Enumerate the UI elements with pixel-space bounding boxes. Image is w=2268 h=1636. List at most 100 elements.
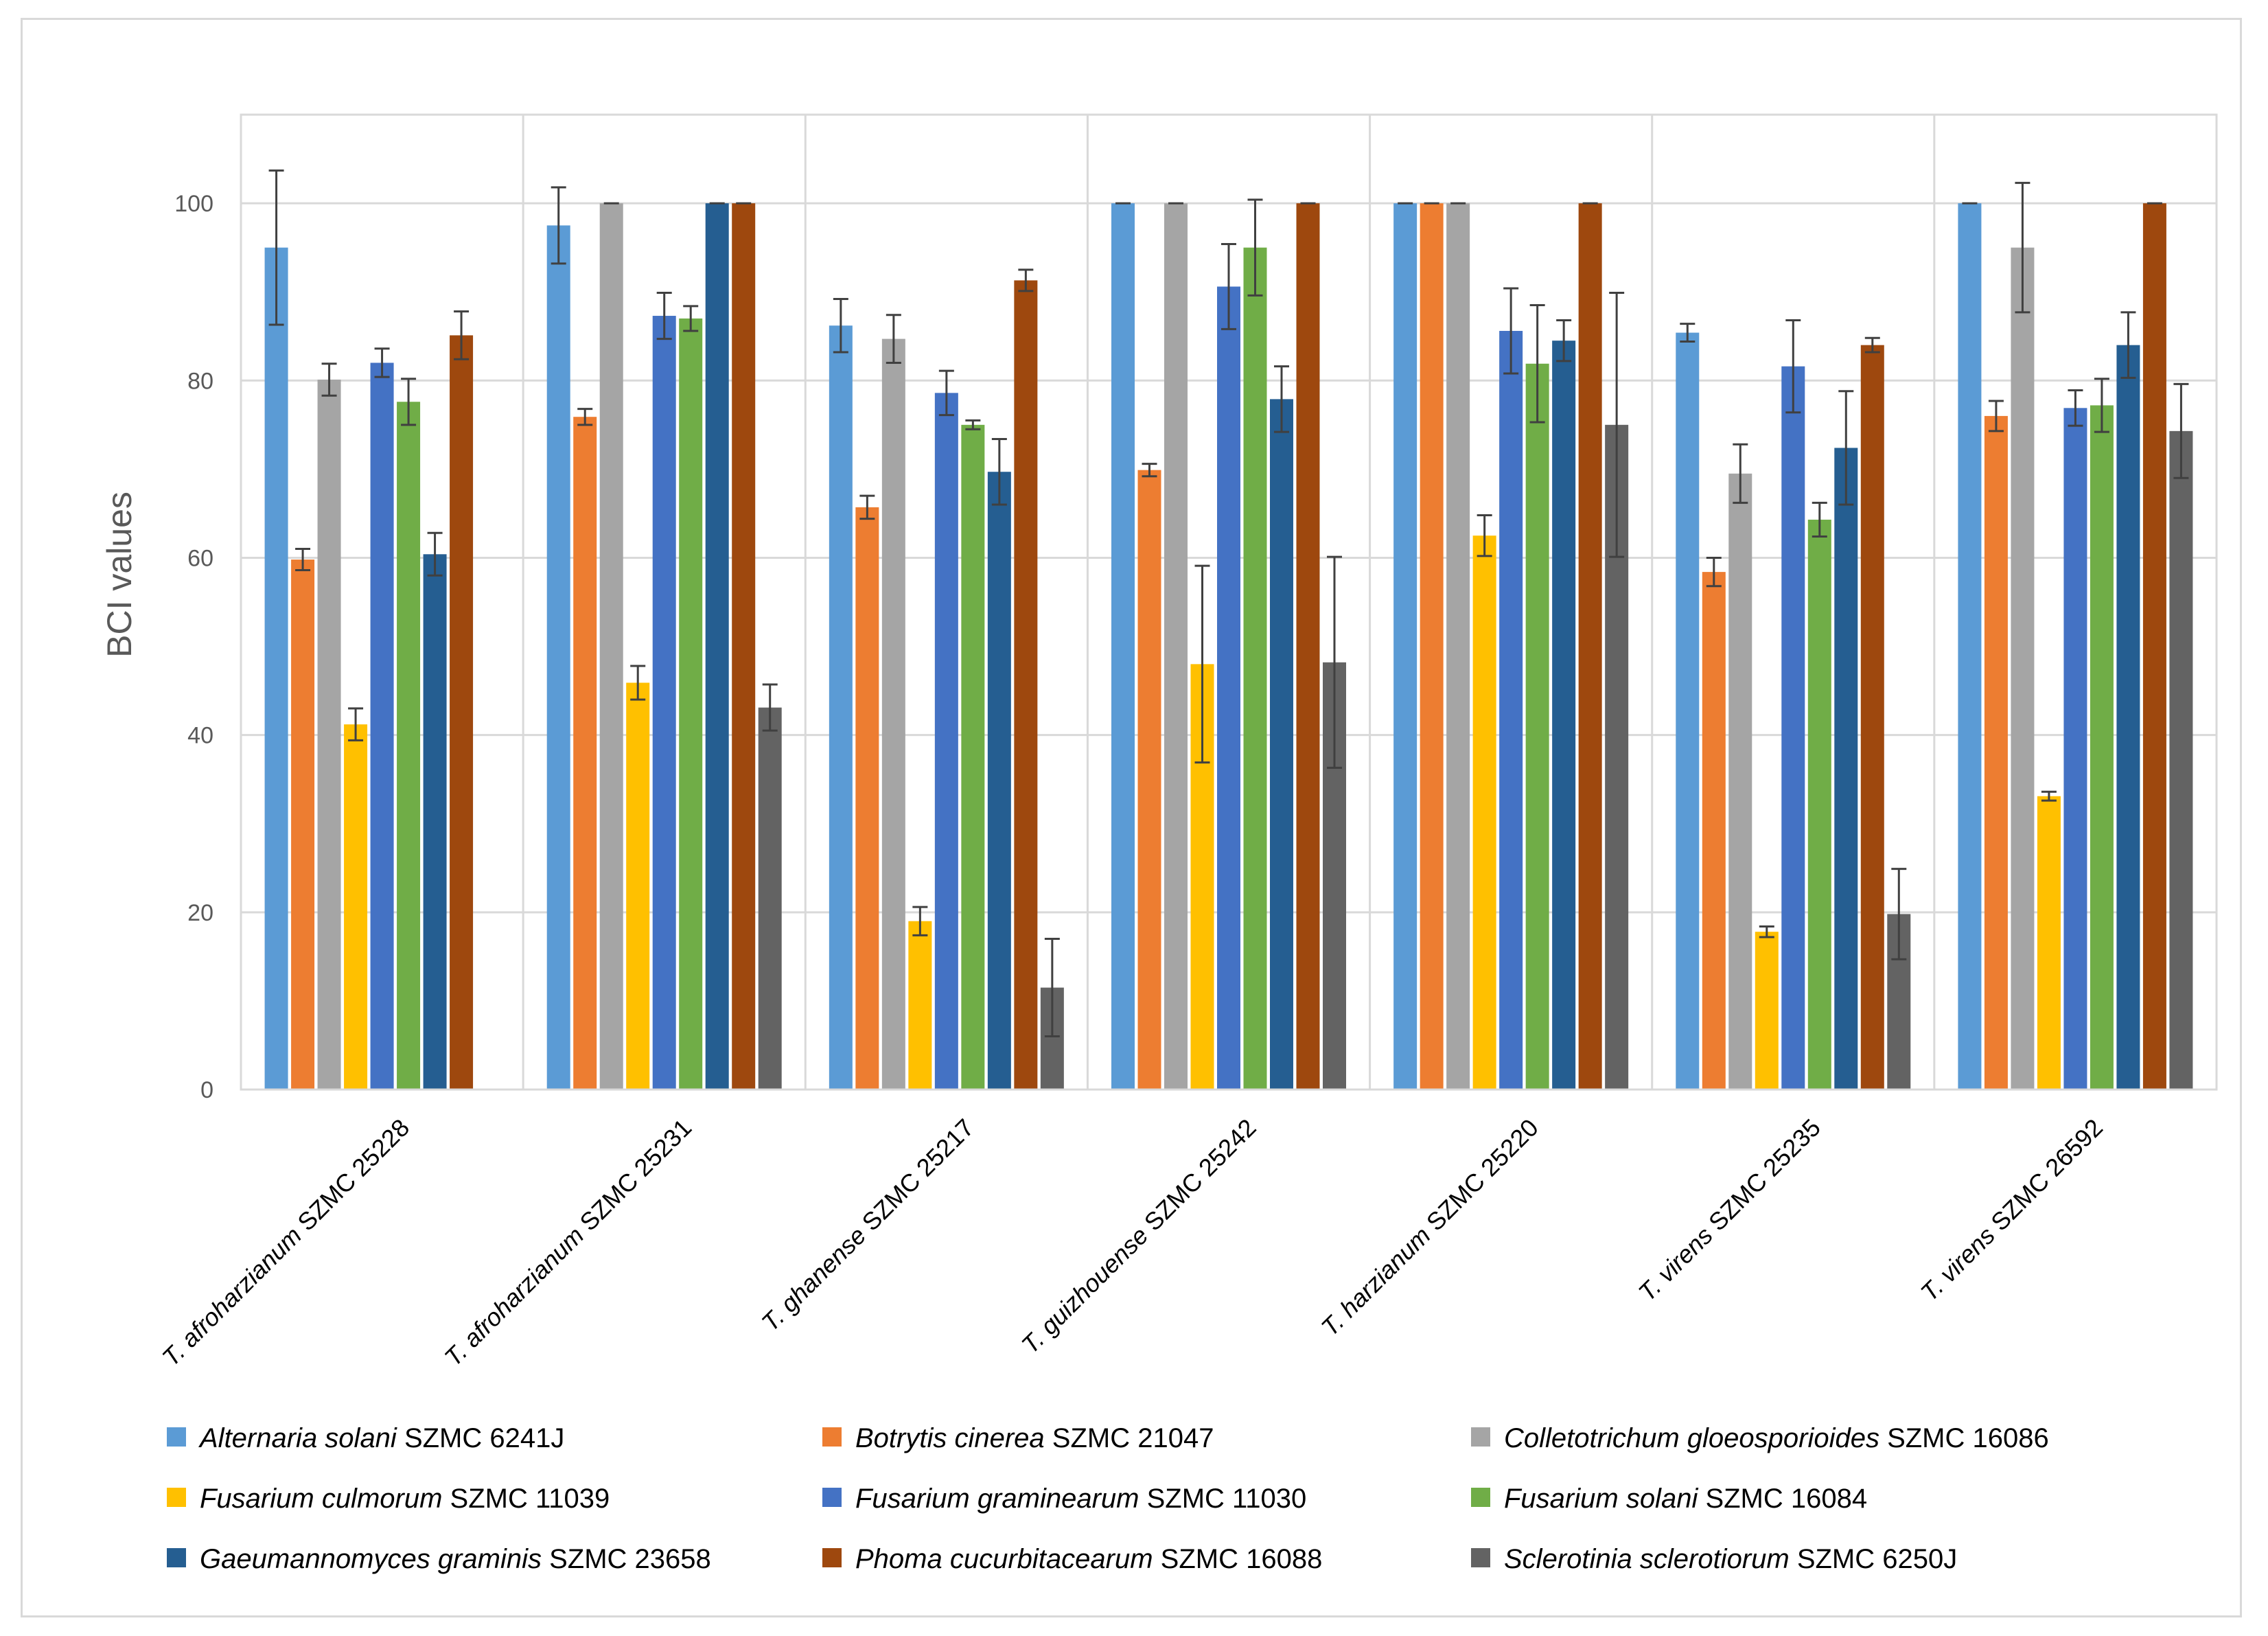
legend-swatch: [167, 1488, 186, 1507]
legend-swatch: [822, 1427, 842, 1447]
error-bar: [1609, 291, 1625, 558]
bar: [732, 203, 756, 1090]
error-bar: [1221, 242, 1236, 330]
error-bar: [1759, 925, 1774, 938]
bar: [1676, 332, 1700, 1090]
bar: [679, 318, 703, 1090]
bar: [291, 560, 315, 1090]
bar: [2063, 408, 2087, 1090]
legend-label: Botrytis cinerea SZMC 21047: [855, 1423, 1214, 1453]
error-bar: [1142, 463, 1157, 478]
bar: [1807, 519, 1831, 1090]
bar: [1420, 203, 1444, 1090]
bar: [1472, 535, 1496, 1090]
legend-label: Gaeumannomyces graminis SZMC 23658: [200, 1544, 711, 1574]
legend-entry: Colletotrichum gloeosporioides SZMC 1608…: [1471, 1423, 2049, 1453]
bar: [1270, 399, 1293, 1090]
error-bar: [1733, 443, 1748, 504]
y-axis: 0 20 40 60 80 100 BCI values: [100, 191, 213, 1103]
x-tick-label: T. guizhouense SZMC 25242: [1016, 1114, 1262, 1359]
error-bar: [551, 186, 566, 265]
error-bar: [401, 378, 417, 426]
bar: [652, 316, 676, 1090]
legend-label: Phoma cucurbitacearum SZMC 16088: [855, 1544, 1322, 1574]
bar: [450, 335, 474, 1090]
legend-label: Fusarium solani SZMC 16084: [1504, 1484, 1867, 1514]
bar: [397, 402, 421, 1090]
error-bar: [938, 369, 954, 417]
bar: [855, 507, 879, 1090]
legend-entry: Fusarium culmorum SZMC 11039: [167, 1484, 610, 1514]
error-bar: [2094, 378, 2109, 433]
error-bar: [268, 169, 284, 326]
bar: [2090, 405, 2114, 1090]
legend-swatch: [1471, 1548, 1490, 1567]
bar: [1137, 470, 1161, 1090]
bar: [934, 393, 958, 1090]
legend-swatch: [167, 1548, 186, 1567]
error-bar: [2173, 382, 2189, 479]
legend-label: Alternaria solani SZMC 6241J: [198, 1423, 564, 1453]
bar: [1111, 203, 1135, 1090]
error-bar: [991, 437, 1007, 506]
bar: [1860, 345, 1884, 1090]
bar: [2116, 345, 2140, 1090]
error-bar: [683, 305, 699, 332]
legend-label: Colletotrichum gloeosporioides SZMC 1608…: [1504, 1423, 2049, 1453]
error-bar: [1891, 868, 1907, 960]
bar: [344, 724, 368, 1090]
bar: [1525, 363, 1549, 1090]
error-bar: [1018, 268, 1034, 292]
error-bar: [1838, 390, 1854, 506]
error-bar: [1327, 555, 1342, 769]
y-axis-title: BCI values: [100, 492, 139, 658]
bar: [1578, 203, 1602, 1090]
y-tick-label: 40: [187, 723, 213, 749]
bar: [1755, 932, 1779, 1090]
error-bar: [348, 707, 364, 741]
legend-label: Fusarium graminearum SZMC 11030: [855, 1484, 1306, 1514]
bar: [1243, 247, 1267, 1090]
error-bar: [656, 291, 672, 341]
bar: [317, 379, 341, 1090]
bar: [573, 417, 597, 1090]
bar: [1393, 203, 1418, 1090]
error-bar: [2120, 311, 2136, 379]
error-bar: [1503, 287, 1519, 375]
bar: [1499, 330, 1523, 1090]
legend-label: Sclerotinia sclerotiorum SZMC 6250J: [1504, 1544, 1957, 1574]
bars-layer: [264, 203, 2193, 1090]
y-tick-label: 80: [187, 368, 213, 394]
bar-chart: 0 20 40 60 80 100 BCI values T. afroharzianum …: [100, 113, 2218, 1574]
error-bar: [833, 298, 848, 354]
error-bars-layer: [268, 169, 2189, 1038]
legend-label: Fusarium culmorum SZMC 11039: [200, 1484, 610, 1514]
bar: [2011, 247, 2035, 1090]
error-bar: [427, 531, 443, 577]
error-bar: [912, 906, 928, 936]
y-tick-label: 20: [187, 900, 213, 926]
bar: [1552, 341, 1576, 1090]
error-bar: [577, 408, 593, 426]
legend-entry: Sclerotinia sclerotiorum SZMC 6250J: [1471, 1544, 1957, 1574]
error-bar: [295, 548, 311, 572]
legend-entry: Alternaria solani SZMC 6241J: [167, 1423, 564, 1453]
bar: [626, 682, 650, 1090]
bar: [1014, 280, 1038, 1090]
error-bar: [886, 314, 901, 364]
legend-entry: Fusarium graminearum SZMC 11030: [822, 1484, 1306, 1514]
error-bar: [1274, 365, 1289, 433]
legend-entry: Gaeumannomyces graminis SZMC 23658: [167, 1544, 711, 1574]
y-tick-label: 100: [174, 191, 213, 217]
bar: [1728, 473, 1752, 1090]
y-tick-label: 0: [200, 1077, 213, 1103]
x-tick-label: T. ghanense SZMC 25217: [756, 1114, 979, 1337]
error-bar: [1812, 501, 1827, 538]
bar: [1217, 286, 1240, 1090]
error-bar: [630, 665, 646, 701]
bar: [370, 362, 394, 1090]
error-bar: [965, 419, 981, 430]
bar: [2142, 203, 2166, 1090]
error-bar: [1785, 319, 1801, 414]
legend-swatch: [167, 1427, 186, 1447]
